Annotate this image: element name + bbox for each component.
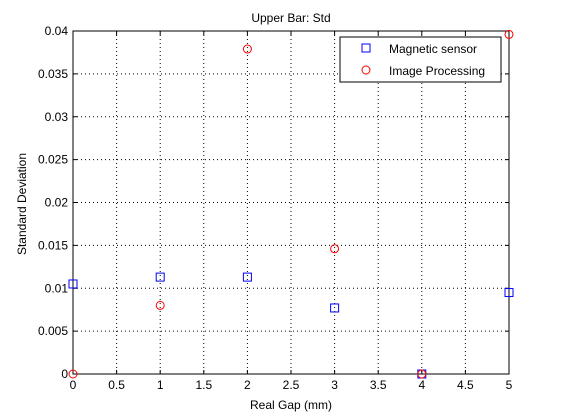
image-processing-point (417, 369, 427, 379)
magnetic-sensor-point (242, 272, 252, 282)
image-processing-point (155, 300, 165, 310)
x-axis-label: Real Gap (mm) (250, 398, 332, 412)
data-points (68, 29, 514, 379)
image-processing-point (68, 369, 78, 379)
x-tick-label: 1 (157, 378, 164, 392)
image-processing-point (330, 244, 340, 254)
y-tick-label: 0.01 (45, 281, 69, 295)
image-processing-point (504, 29, 514, 39)
y-tick-label: 0.02 (45, 196, 69, 210)
x-tick-label: 4 (418, 378, 425, 392)
x-tick-label: 3.5 (370, 378, 387, 392)
legend-marker-magnetic-sensor (361, 43, 371, 53)
y-tick-label: 0.04 (45, 24, 69, 38)
x-tick-label: 4.5 (457, 378, 474, 392)
y-tick-label: 0.015 (38, 238, 68, 252)
legend-label-image-processing: Image Processing (389, 64, 485, 78)
x-tick-label: 0 (70, 378, 77, 392)
axis-ticks (72, 30, 510, 375)
y-tick-label: 0.025 (38, 153, 68, 167)
image-processing-point (242, 44, 252, 54)
x-tick-label: 2 (244, 378, 251, 392)
y-tick-label: 0 (61, 367, 68, 381)
x-tick-label: 3 (331, 378, 338, 392)
x-tick-label: 2.5 (283, 378, 300, 392)
x-tick-label: 5 (506, 378, 513, 392)
grid (73, 31, 509, 374)
magnetic-sensor-point (504, 288, 514, 298)
x-tick-labels: 0 0.5 1 1.5 2 2.5 3 3.5 4 4.5 5 (70, 378, 513, 392)
x-tick-label: 0.5 (108, 378, 125, 392)
x-tick-label: 1.5 (195, 378, 212, 392)
y-tick-label: 0.005 (38, 324, 68, 338)
chart-title: Upper Bar: Std (251, 11, 330, 25)
y-tick-label: 0.035 (38, 67, 68, 81)
magnetic-sensor-point (68, 279, 78, 289)
legend-marker-image-processing (361, 65, 371, 75)
y-axis-label: Standard Deviation (15, 153, 29, 255)
y-tick-label: 0.03 (45, 110, 69, 124)
legend: Magnetic sensor Image Processing (339, 36, 502, 83)
magnetic-sensor-point (330, 303, 340, 313)
legend-label-magnetic-sensor: Magnetic sensor (389, 42, 477, 56)
magnetic-sensor-point (155, 272, 165, 282)
y-tick-labels: 0 0.005 0.01 0.015 0.02 0.025 0.03 0.035 0.04 (38, 24, 68, 381)
